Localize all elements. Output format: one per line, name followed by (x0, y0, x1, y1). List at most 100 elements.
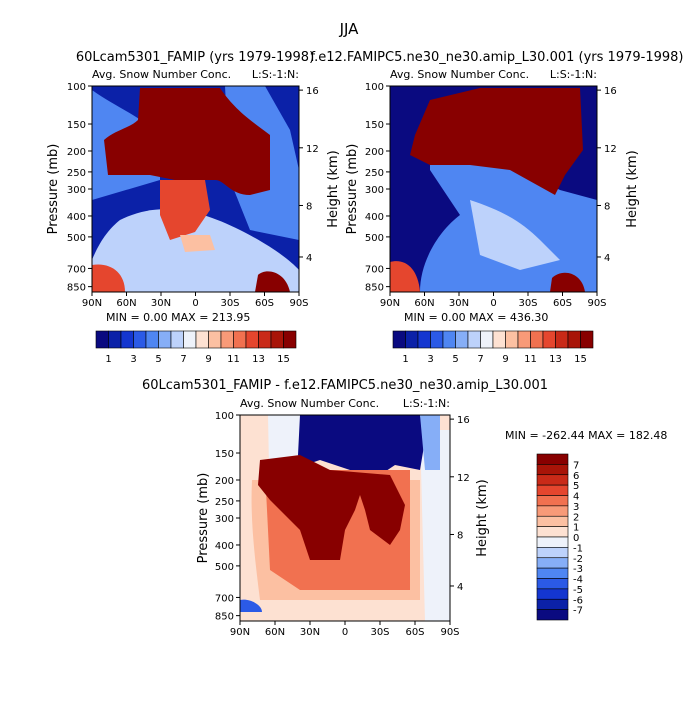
colorbar-box (283, 330, 297, 349)
colorbar-box (536, 464, 569, 476)
pressure-tick-label: 300 (215, 514, 234, 525)
colorbar-label: 11 (524, 354, 537, 365)
height-tick-label: 16 (604, 86, 617, 97)
panel1-subtitle-left: Avg. Snow Number Conc. (92, 68, 231, 81)
panel2-contour-sfc-right (550, 272, 585, 292)
panel1-ylabel-right: Height (km) (326, 150, 341, 227)
pressure-tick-label: 100 (365, 82, 384, 93)
colorbar-box (417, 330, 431, 349)
panel2-contour-light (470, 200, 560, 270)
lat-tick-label: 60S (255, 298, 274, 309)
lat-tick-label: 30S (220, 298, 239, 309)
colorbar-box (536, 484, 569, 496)
panel3-subtitle-right: L:S:-1:N: (403, 397, 450, 410)
colorbar-box (120, 330, 134, 349)
colorbar-box (536, 495, 569, 507)
colorbar-box (530, 330, 544, 349)
colorbar-label: -6 (573, 595, 583, 606)
colorbar-panel2: 1 3 5 7 9 11 13 15 (392, 330, 594, 365)
colorbar-box (580, 330, 594, 349)
colorbar-box (195, 330, 209, 349)
height-tick-label: 8 (306, 201, 312, 212)
height-tick-label: 8 (604, 201, 610, 212)
colorbar-label: 13 (549, 354, 562, 365)
pressure-tick-label: 700 (215, 593, 234, 604)
pressure-tick-label: 300 (365, 185, 384, 196)
panel1-contour-sfc-left (92, 264, 125, 292)
colorbar-box (170, 330, 184, 349)
colorbar-box (536, 598, 569, 610)
colorbar-box (392, 330, 406, 349)
lat-tick-label: 90S (440, 627, 459, 638)
colorbar-box (145, 330, 159, 349)
colorbar-label: 11 (227, 354, 240, 365)
panel3-minmax: MIN = -262.44 MAX = 182.48 (505, 429, 667, 442)
pressure-tick-label: 250 (215, 497, 234, 508)
lat-tick-label: 90S (289, 298, 308, 309)
lat-tick-label: 0 (490, 298, 496, 309)
colorbar-box (430, 330, 444, 349)
colorbar-box (536, 536, 569, 548)
height-tick-label: 12 (457, 473, 470, 484)
pressure-tick-label: 500 (365, 233, 384, 244)
pressure-tick-label: 400 (215, 541, 234, 552)
pressure-tick-label: 150 (365, 120, 384, 131)
colorbar-box (505, 330, 519, 349)
panel3-contour-blue (298, 415, 425, 475)
panel1-contour-red (104, 88, 270, 195)
colorbar-box (233, 330, 247, 349)
lat-tick-label: 30S (370, 627, 389, 638)
lat-tick-label: 90S (587, 298, 606, 309)
lat-tick-label: 30S (518, 298, 537, 309)
colorbar-box (536, 567, 569, 579)
pressure-tick-label: 850 (215, 612, 234, 623)
colorbar-label: 7 (180, 354, 186, 365)
lat-tick-label: 30N (449, 298, 469, 309)
height-tick-label: 16 (457, 415, 470, 426)
panel1-contour-pink (180, 235, 215, 252)
height-tick-label: 12 (604, 144, 617, 155)
colorbar-label: 15 (574, 354, 587, 365)
colorbar-box (480, 330, 494, 349)
colorbar-box (536, 505, 569, 517)
colorbar-label: -4 (573, 575, 583, 586)
panel1-plot (91, 85, 300, 293)
colorbar-box (536, 578, 569, 590)
colorbar-label: 1 (573, 523, 579, 534)
colorbar-box (567, 330, 581, 349)
colorbar-box (108, 330, 122, 349)
colorbar-box (536, 515, 569, 527)
lat-tick-label: 90N (82, 298, 102, 309)
pressure-tick-label: 100 (215, 411, 234, 422)
panel3-ylabel: Pressure (mb) (196, 473, 211, 564)
panel2-ylabel: Pressure (mb) (345, 144, 360, 235)
colorbar-label: 7 (573, 460, 579, 471)
colorbar-label: 15 (277, 354, 290, 365)
pressure-tick-label: 400 (67, 212, 86, 223)
colorbar-box (536, 474, 569, 486)
lat-tick-label: 60N (265, 627, 285, 638)
colorbar-box (133, 330, 147, 349)
panel1-ylabel: Pressure (mb) (46, 144, 61, 235)
panel2-subtitle-right: L:S:-1:N: (550, 68, 597, 81)
colorbar-box (95, 330, 109, 349)
colorbar-box (220, 330, 234, 349)
pressure-tick-label: 500 (67, 233, 86, 244)
pressure-tick-label: 150 (67, 120, 86, 131)
season-title: JJA (339, 20, 360, 38)
panel3-contour-lightblue (420, 415, 440, 470)
colorbar-box (245, 330, 259, 349)
pressure-tick-label: 700 (67, 264, 86, 275)
panel3-plot (239, 414, 451, 622)
colorbar-box (536, 547, 569, 559)
colorbar-label: 5 (452, 354, 458, 365)
colorbar-label: 6 (573, 471, 579, 482)
panel3-contour-red (258, 455, 405, 560)
colorbar-label: 5 (155, 354, 161, 365)
lat-tick-label: 60N (414, 298, 434, 309)
panel2-minmax: MIN = 0.00 MAX = 436.30 (404, 311, 548, 324)
lat-tick-label: 60S (553, 298, 572, 309)
colorbar-label: 9 (205, 354, 211, 365)
lat-tick-label: 60N (116, 298, 136, 309)
